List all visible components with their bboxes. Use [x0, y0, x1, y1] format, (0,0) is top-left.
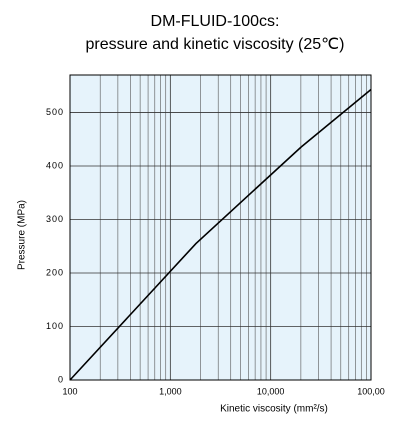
data-line — [69, 88, 372, 381]
y-tick-label: 100 — [46, 321, 64, 331]
x-axis-label: Kinetic viscosity (mm²/s) — [220, 404, 328, 415]
chart-subtitle: pressure and kinetic viscosity (25℃) — [86, 36, 345, 53]
chart-title: DM-FLUID-100cs: — [151, 13, 280, 30]
plot-frame — [69, 74, 372, 381]
y-tick-label: 300 — [46, 214, 64, 224]
y-tick-label: 400 — [46, 160, 64, 170]
x-tick-label: 100 — [62, 386, 77, 396]
y-tick-label: 0 — [58, 374, 64, 384]
x-tick-label: 10,000 — [257, 386, 285, 396]
y-tick-label: 500 — [46, 107, 64, 117]
y-tick-label: 200 — [46, 267, 64, 277]
plot-background — [69, 74, 372, 381]
x-tick-label: 1,000 — [159, 386, 182, 396]
y-axis-label: Pressure (MPa) — [17, 200, 28, 270]
x-tick-label: 100,00 — [357, 386, 385, 396]
